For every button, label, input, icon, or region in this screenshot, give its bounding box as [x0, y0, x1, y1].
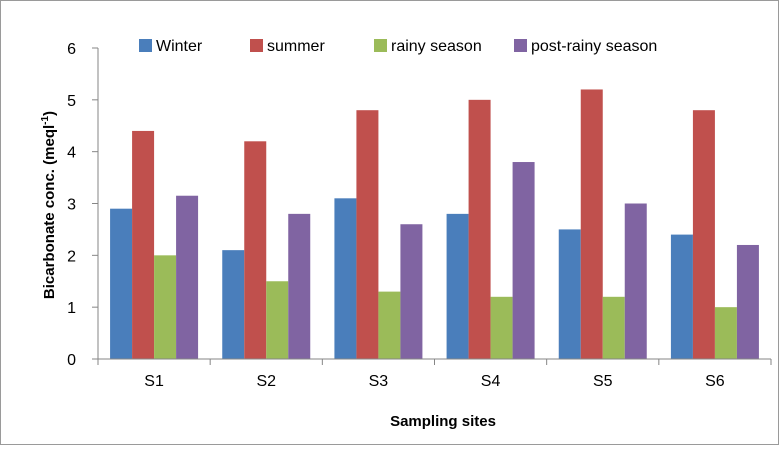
legend-swatch: [139, 39, 152, 52]
bar: [244, 141, 267, 359]
x-axis: S1 S2 S3 S4 S5 S6: [97, 358, 772, 390]
x-tick-label: S3: [369, 373, 389, 390]
bar: [266, 281, 289, 359]
legend: Winter summer rainy season post-rainy seaso…: [139, 38, 657, 55]
bar: [288, 213, 311, 359]
bar: [692, 110, 715, 359]
legend-label: post-rainy season: [531, 38, 657, 55]
y-tick-label: 5: [67, 93, 76, 110]
bar: [176, 195, 199, 359]
y-tick-label: 4: [67, 145, 76, 162]
bar: [222, 250, 245, 359]
y-tick-label: 3: [67, 197, 76, 214]
x-axis-title: Sampling sites: [390, 413, 496, 430]
x-tick-label: S6: [705, 373, 725, 390]
y-tick-label: 0: [67, 352, 76, 369]
bar: [490, 296, 513, 359]
legend-label: Winter: [156, 38, 203, 55]
bar: [110, 208, 133, 359]
bar: [670, 234, 693, 359]
bar: [400, 224, 423, 359]
legend-label: rainy season: [391, 38, 482, 55]
bar: [624, 203, 647, 359]
legend-label: summer: [267, 38, 325, 55]
bars: [110, 89, 759, 359]
bar: [602, 296, 625, 359]
legend-swatch: [374, 39, 387, 52]
x-tick-label: S2: [256, 373, 276, 390]
x-tick-label: S1: [144, 373, 164, 390]
y-tick-label: 1: [67, 300, 76, 317]
bar: [154, 255, 177, 359]
bar: [334, 198, 357, 359]
bar: [736, 244, 759, 359]
x-tick-label: S5: [593, 373, 613, 390]
legend-swatch: [514, 39, 527, 52]
bar: [558, 229, 581, 359]
bar: [512, 162, 535, 359]
bar: [580, 89, 603, 359]
x-tick-label: S4: [481, 373, 501, 390]
bar: [468, 99, 491, 359]
y-tick-label: 6: [67, 41, 76, 58]
y-axis-title: Bicarbonate conc. (meql-1): [40, 111, 58, 299]
bar: [132, 130, 155, 359]
bar: [446, 213, 469, 359]
legend-swatch: [250, 39, 263, 52]
y-axis: 0 1 2 3 4 5 6: [67, 41, 99, 369]
bar: [378, 291, 401, 359]
bar: [356, 110, 379, 359]
bar: [714, 307, 737, 359]
y-tick-label: 2: [67, 248, 76, 265]
